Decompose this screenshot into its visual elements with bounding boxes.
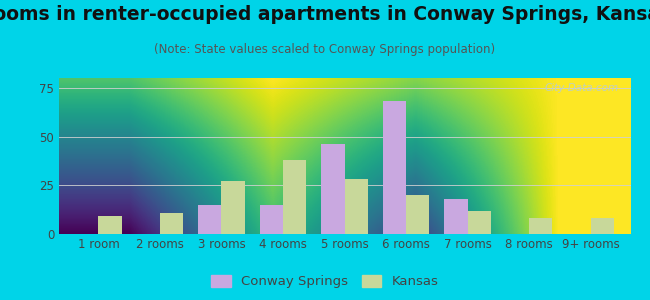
- Bar: [344, 179, 368, 234]
- Text: Rooms in renter-occupied apartments in Conway Springs, Kansas: Rooms in renter-occupied apartments in C…: [0, 4, 650, 23]
- Text: City-Data.com: City-Data.com: [545, 83, 619, 93]
- Bar: [406, 195, 430, 234]
- Bar: [99, 217, 122, 234]
- Bar: [467, 211, 491, 234]
- Legend: Conway Springs, Kansas: Conway Springs, Kansas: [206, 269, 444, 293]
- Bar: [160, 212, 183, 234]
- Bar: [529, 218, 552, 234]
- Bar: [222, 181, 245, 234]
- Bar: [321, 144, 345, 234]
- Text: (Note: State values scaled to Conway Springs population): (Note: State values scaled to Conway Spr…: [155, 44, 495, 56]
- Bar: [198, 205, 222, 234]
- Bar: [444, 199, 467, 234]
- Bar: [259, 205, 283, 234]
- Bar: [383, 101, 406, 234]
- Bar: [590, 218, 614, 234]
- Bar: [283, 160, 306, 234]
